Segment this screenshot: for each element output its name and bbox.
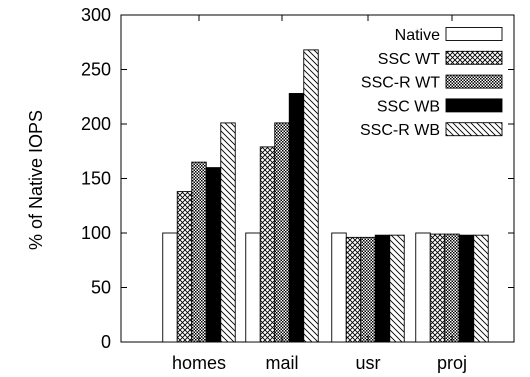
bar-ssc-wt-proj	[429, 233, 446, 343]
plot-area: 0 50 100 150 200 250 300 homes mail usr proj	[81, 5, 515, 373]
y-tick-label: 50	[91, 278, 111, 298]
bar-ssc-r-wt-homes	[191, 161, 207, 343]
bar-native-proj	[415, 232, 431, 343]
bar-ssc-wt-homes	[176, 191, 193, 343]
bar-ssc-r-wt-proj	[444, 233, 460, 343]
x-tick-label: homes	[172, 353, 226, 373]
legend-swatch	[445, 74, 503, 89]
bar-native-usr	[331, 232, 347, 343]
legend-swatch	[445, 122, 503, 137]
x-tick-label: proj	[437, 353, 467, 373]
bar-ssc-wt-usr	[345, 236, 362, 343]
legend-swatch	[445, 50, 503, 65]
bar-ssc-wt-mail	[259, 146, 276, 343]
bar-native-homes	[162, 232, 178, 343]
y-axis-label: % of Native IOPS	[26, 110, 46, 250]
y-tick-label: 150	[81, 169, 111, 189]
bar-ssc-wb-mail	[288, 93, 305, 343]
y-tick-label: 200	[81, 114, 111, 134]
bar-ssc-r-wt-usr	[360, 236, 376, 343]
legend-label: SSC WT	[378, 51, 440, 68]
x-tick-label: mail	[265, 353, 298, 373]
legend-label: SSC-R WB	[360, 122, 440, 139]
bar-ssc-r-wb-usr	[389, 234, 405, 343]
bar-ssc-r-wt-mail	[274, 122, 290, 343]
bar-ssc-r-wb-homes	[220, 122, 236, 343]
y-tick-label: 300	[81, 5, 111, 25]
legend-label: SSC-R WT	[361, 75, 440, 92]
bar-ssc-wb-homes	[205, 167, 222, 343]
bar-ssc-r-wb-mail	[303, 49, 319, 343]
y-tick-label: 250	[81, 60, 111, 80]
bar-ssc-wb-proj	[458, 234, 475, 343]
legend-label: Native	[395, 27, 440, 44]
bar-ssc-wb-usr	[374, 234, 391, 343]
legend-swatch	[445, 27, 503, 41]
bar-ssc-r-wb-proj	[473, 234, 489, 343]
legend-label: SSC WB	[377, 98, 440, 115]
legend-swatch	[445, 98, 503, 113]
x-tick-label: usr	[355, 353, 380, 373]
legend: Native SSC WT SSC-R WT SSC WB SSC-R WB	[360, 27, 503, 139]
y-tick-label: 100	[81, 223, 111, 243]
y-tick-label: 0	[101, 332, 111, 352]
bar-native-mail	[245, 232, 261, 343]
